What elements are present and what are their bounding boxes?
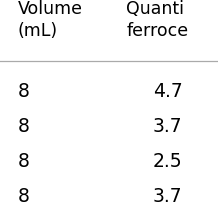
Text: Quanti
ferroce: Quanti ferroce (126, 0, 189, 40)
Text: 3.7: 3.7 (153, 187, 182, 206)
Text: 8: 8 (17, 117, 29, 136)
Text: 4.7: 4.7 (153, 82, 182, 101)
Text: Volume
(mL): Volume (mL) (17, 0, 82, 40)
Text: 8: 8 (17, 152, 29, 171)
Text: 2.5: 2.5 (153, 152, 182, 171)
Text: 8: 8 (17, 187, 29, 206)
Text: 8: 8 (17, 82, 29, 101)
Text: 3.7: 3.7 (153, 117, 182, 136)
